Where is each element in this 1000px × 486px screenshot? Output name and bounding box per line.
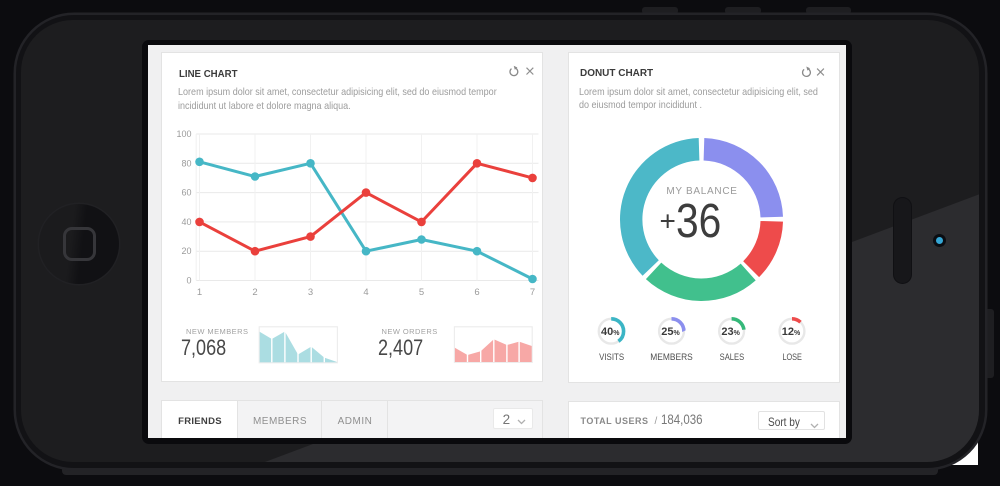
svg-text:23%: 23% xyxy=(721,326,740,338)
svg-text:100: 100 xyxy=(176,129,191,139)
svg-text:2: 2 xyxy=(252,287,257,298)
svg-text:40: 40 xyxy=(181,217,191,227)
svg-text:0: 0 xyxy=(186,276,191,286)
svg-text:3: 3 xyxy=(308,287,313,298)
svg-text:80: 80 xyxy=(181,158,191,168)
svg-text:4: 4 xyxy=(363,287,368,298)
svg-text:7: 7 xyxy=(530,287,535,298)
svg-text:5: 5 xyxy=(419,287,424,298)
svg-text:MEMBERS: MEMBERS xyxy=(650,352,693,363)
svg-text:6: 6 xyxy=(474,287,479,298)
svg-text:20: 20 xyxy=(181,246,191,256)
svg-text:LOSE: LOSE xyxy=(782,352,802,363)
svg-text:25%: 25% xyxy=(661,326,680,338)
svg-text:60: 60 xyxy=(181,188,191,198)
svg-text:VISITS: VISITS xyxy=(599,352,624,363)
svg-text:12%: 12% xyxy=(781,326,800,338)
svg-text:1: 1 xyxy=(197,287,202,298)
svg-text:SALES: SALES xyxy=(719,352,744,363)
svg-text:40%: 40% xyxy=(600,326,619,338)
